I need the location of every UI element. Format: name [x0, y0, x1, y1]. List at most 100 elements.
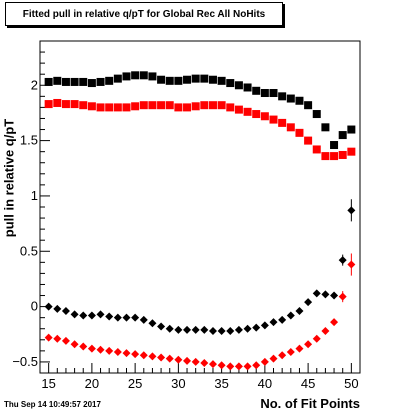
data-point — [61, 307, 70, 316]
data-point — [165, 354, 174, 363]
data-point — [174, 325, 183, 334]
data-point — [131, 102, 140, 111]
x-tick-label: 45 — [301, 376, 315, 391]
data-point — [278, 118, 287, 127]
data-point — [330, 152, 339, 161]
data-point — [191, 74, 200, 83]
x-tick-label: 25 — [128, 376, 142, 391]
data-point — [113, 103, 122, 112]
x-tick-label: 40 — [258, 376, 272, 391]
data-point — [234, 105, 243, 114]
data-point — [243, 362, 252, 371]
data-point — [312, 110, 321, 119]
data-point — [304, 340, 313, 349]
data-point — [208, 75, 217, 84]
data-point — [208, 360, 217, 369]
data-point — [53, 76, 62, 85]
chart-title: Fitted pull in relative q/pT for Global … — [22, 8, 266, 20]
data-point — [157, 101, 166, 110]
data-point — [234, 325, 243, 334]
data-point — [217, 326, 226, 335]
data-point — [295, 344, 304, 353]
plot-frame — [39, 40, 361, 374]
data-point — [157, 353, 166, 362]
data-point — [234, 81, 243, 90]
data-point — [278, 315, 287, 324]
data-point — [183, 356, 192, 365]
data-point — [338, 150, 347, 159]
data-point — [338, 131, 347, 140]
data-point — [79, 342, 88, 351]
data-point — [53, 334, 62, 343]
data-point — [148, 101, 157, 110]
data-point — [191, 357, 200, 366]
y-tick-label: 1 — [31, 188, 38, 203]
data-point — [312, 145, 321, 154]
data-point — [295, 96, 304, 105]
data-point — [269, 89, 278, 98]
data-point — [113, 313, 122, 322]
data-markers — [44, 71, 356, 371]
data-point — [347, 260, 356, 269]
data-point — [87, 102, 96, 111]
data-point — [105, 346, 114, 355]
data-point — [226, 79, 235, 88]
x-tick-label: 30 — [171, 376, 185, 391]
timestamp: Thu Sep 14 10:49:57 2017 — [4, 400, 101, 409]
data-point — [295, 307, 304, 316]
y-tick-label: 1.5 — [20, 133, 38, 148]
data-point — [183, 103, 192, 112]
data-point — [191, 325, 200, 334]
data-point — [96, 310, 105, 319]
data-point — [122, 103, 131, 112]
data-point — [312, 334, 321, 343]
x-tick-label: 15 — [41, 376, 55, 391]
data-point — [321, 290, 330, 299]
data-point — [243, 107, 252, 116]
data-point — [217, 76, 226, 85]
data-point — [53, 98, 62, 107]
data-point — [226, 326, 235, 335]
x-axis-label: No. of Fit Points — [260, 396, 360, 411]
data-point — [44, 333, 53, 342]
data-point — [174, 355, 183, 364]
data-point — [200, 325, 209, 334]
data-point — [191, 102, 200, 111]
data-point — [70, 340, 79, 349]
data-point — [347, 206, 356, 215]
data-point — [226, 362, 235, 371]
y-tick-label: 0 — [31, 299, 38, 314]
data-point — [70, 77, 79, 86]
data-point — [113, 74, 122, 83]
data-point — [139, 71, 148, 80]
data-point — [321, 326, 330, 335]
data-point — [148, 72, 157, 81]
data-point — [286, 347, 295, 356]
data-point — [122, 349, 131, 358]
data-point — [321, 152, 330, 161]
data-point — [157, 322, 166, 331]
data-point — [286, 94, 295, 103]
data-point — [200, 359, 209, 368]
data-point — [252, 86, 261, 95]
data-point — [44, 77, 53, 86]
data-point — [87, 344, 96, 353]
data-point — [183, 325, 192, 334]
data-point — [44, 100, 53, 109]
data-point — [87, 79, 96, 88]
data-point — [131, 313, 140, 322]
data-point — [113, 347, 122, 356]
data-point — [79, 101, 88, 110]
data-point — [269, 318, 278, 327]
data-point — [61, 77, 70, 86]
data-point — [96, 103, 105, 112]
data-point — [122, 313, 131, 322]
data-point — [269, 354, 278, 363]
data-point — [79, 311, 88, 320]
data-point — [131, 71, 140, 80]
data-point — [61, 100, 70, 109]
data-point — [61, 336, 70, 345]
data-point — [165, 101, 174, 110]
data-point — [70, 310, 79, 319]
